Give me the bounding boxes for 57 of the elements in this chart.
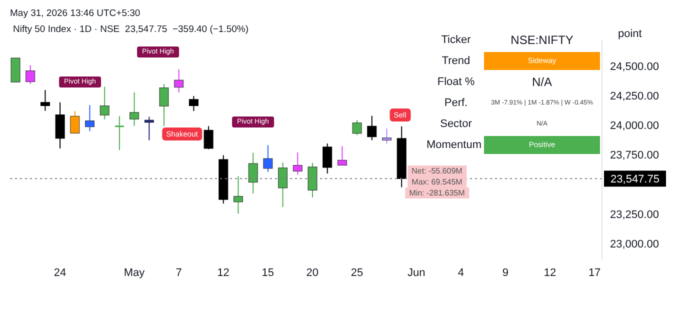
x-tick-label: 12 bbox=[544, 266, 556, 279]
candlestick bbox=[174, 68, 184, 93]
chart-subtitle: May 31, 2026 13:46 UTC+5:30 bbox=[10, 8, 140, 19]
candlestick bbox=[234, 176, 243, 214]
chart-title: Nifty 50 Index · 1D · NSE 23,547.75 −359.40 (−1.50%) bbox=[13, 24, 249, 35]
candlestick bbox=[26, 64, 36, 84]
candlestick bbox=[100, 86, 110, 120]
annotation: Min: -281.635M bbox=[405, 188, 469, 198]
annotation: NSE:NIFTY bbox=[510, 33, 574, 47]
candlestick bbox=[263, 144, 273, 172]
ref-line-label: 23,547.75 bbox=[610, 174, 660, 186]
annotation: Trend bbox=[442, 55, 470, 67]
candlestick bbox=[159, 84, 169, 127]
candlestick bbox=[248, 152, 258, 194]
x-tick-label: 20 bbox=[306, 266, 319, 279]
y-tick-label: 23,000.00 bbox=[610, 238, 659, 250]
candlestick bbox=[337, 146, 347, 166]
x-tick-label: 25 bbox=[350, 266, 364, 279]
x-tick-label: Jun bbox=[408, 266, 426, 279]
candlestick bbox=[130, 92, 140, 126]
y-tick-label: 24,000.00 bbox=[610, 120, 659, 132]
candlestick bbox=[352, 120, 362, 136]
x-tick-label: 9 bbox=[502, 266, 509, 279]
candlestick bbox=[367, 115, 377, 141]
annotation: Net: -55.609M bbox=[408, 166, 466, 176]
candlestick bbox=[114, 116, 125, 151]
candlestick bbox=[40, 90, 50, 112]
x-tick-label: 4 bbox=[458, 266, 464, 279]
candlestick bbox=[382, 128, 392, 144]
x-tick-label: 24 bbox=[54, 266, 66, 279]
annotation: N/A bbox=[532, 75, 552, 89]
candlestick bbox=[308, 162, 318, 198]
y-tick-label: 23,750.00 bbox=[610, 150, 659, 162]
annotation: Momentum bbox=[426, 139, 482, 151]
candlestick bbox=[144, 116, 154, 141]
y-tick-label: 23,250.00 bbox=[610, 208, 659, 221]
candlestick bbox=[70, 110, 80, 134]
candlestick bbox=[292, 152, 302, 175]
x-tick-label: 17 bbox=[588, 266, 601, 279]
annotation: Float % bbox=[437, 76, 475, 88]
candlestick bbox=[85, 104, 94, 132]
x-tick-label: May bbox=[124, 266, 146, 279]
annotation: Sector bbox=[440, 118, 472, 130]
annotation: Perf. bbox=[444, 97, 468, 109]
candlestick bbox=[322, 142, 332, 174]
candlestick bbox=[204, 126, 214, 150]
annotation: Max: 69.545M bbox=[408, 176, 466, 188]
y-axis-title: point bbox=[618, 28, 642, 40]
x-tick-label: 15 bbox=[262, 266, 274, 279]
candlestick bbox=[278, 162, 288, 208]
y-tick-label: 24,500.00 bbox=[610, 60, 659, 73]
y-tick-label: 24,250.00 bbox=[610, 90, 659, 102]
x-tick-label: 12 bbox=[217, 266, 230, 279]
candlestick bbox=[55, 102, 65, 149]
candlestick bbox=[188, 96, 198, 112]
annotation: Ticker bbox=[441, 34, 471, 46]
x-tick-label: 7 bbox=[176, 266, 182, 279]
